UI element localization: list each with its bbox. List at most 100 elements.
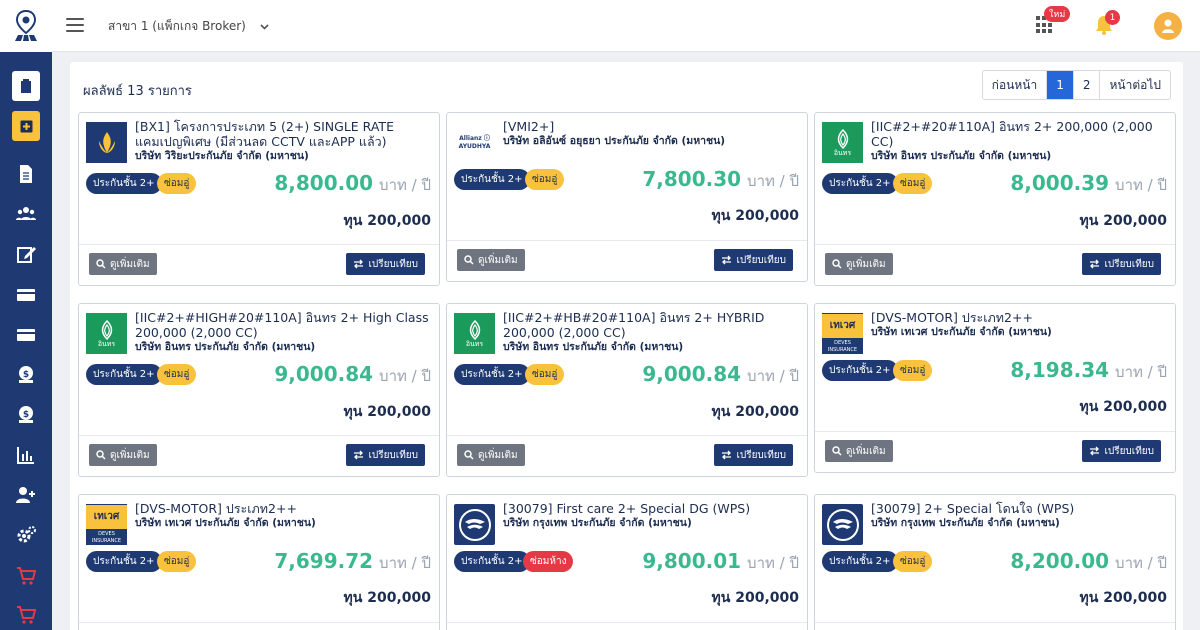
app-logo[interactable]	[0, 0, 52, 52]
indara-logo: อินทร	[454, 313, 495, 354]
compare-label: เปรียบเทียบ	[736, 254, 786, 266]
compare-button[interactable]: เปรียบเทียบ	[346, 253, 425, 275]
card-divider	[447, 622, 807, 623]
view-more-button[interactable]: ดูเพิ่มเติม	[457, 249, 525, 271]
product-title[interactable]: [BX1] โครงการประเภท 5 (2+) SINGLE RATE แ…	[135, 119, 394, 149]
insurer-name: บริษัท อลิอันซ์ อยุธยา ประกันภัย จำกัด (…	[503, 135, 726, 147]
sum-insured: ทุน 200,000	[1080, 587, 1167, 609]
search-icon	[464, 255, 474, 265]
money-bag-icon: $	[19, 406, 33, 423]
premium-price: 9,000.84 บาท / ปี	[274, 362, 431, 388]
notification-count: 1	[1105, 10, 1120, 25]
sum-insured-amount: 200,000	[367, 590, 431, 606]
sidebar-settings[interactable]	[0, 523, 52, 547]
premium-amount: 7,699.72	[274, 549, 374, 573]
coverage-type-badge: ประกันชั้น 2+	[454, 364, 530, 385]
sidebar-money-2[interactable]: $	[0, 403, 52, 427]
premium-unit: บาท / ปี	[379, 554, 431, 572]
sum-insured: ทุน 200,000	[344, 401, 431, 423]
premium-price: 7,800.30 บาท / ปี	[642, 167, 799, 193]
sidebar-reports[interactable]	[0, 443, 52, 467]
sum-insured-amount: 200,000	[367, 404, 431, 420]
compare-label: เปรียบเทียบ	[1104, 445, 1154, 457]
sidebar-card-2[interactable]	[0, 323, 52, 347]
sidebar-edit[interactable]	[0, 242, 52, 266]
insurer-name: บริษัท อินทร ประกันภัย จำกัด (มหาชน)	[871, 150, 1052, 162]
view-more-label: ดูเพิ่มเติม	[846, 445, 886, 457]
compare-button[interactable]: เปรียบเทียบ	[1082, 253, 1161, 275]
product-title-block: [IIC#2+#HIGH#20#110A] อินทร 2+ High Clas…	[135, 310, 433, 354]
chevron-down-icon	[260, 23, 269, 30]
view-more-button[interactable]: ดูเพิ่มเติม	[89, 444, 157, 466]
view-more-button[interactable]: ดูเพิ่มเติม	[825, 440, 893, 462]
results-panel: ผลลัพธ์ 13 รายการ ก่อนหน้า 1 2 หน้าต่อไป…	[70, 62, 1183, 630]
branch-selector[interactable]: สาขา 1 (แพ็กเกจ Broker)	[108, 17, 269, 36]
coverage-type-badge: ประกันชั้น 2+	[454, 551, 530, 572]
users-icon	[16, 207, 36, 220]
sum-insured-amount: 200,000	[735, 404, 799, 420]
sidebar-clipboard-button[interactable]	[12, 71, 40, 101]
sidebar-cart[interactable]	[0, 564, 52, 588]
user-icon	[1162, 19, 1174, 33]
product-title[interactable]: [IIC#2+#20#110A] อินทร 2+ 200,000 (2,000…	[871, 119, 1153, 149]
product-title[interactable]: [IIC#2+#HB#20#110A] อินทร 2+ HYBRID 200,…	[503, 310, 765, 340]
pagination-page-2[interactable]: 2	[1074, 71, 1101, 99]
sum-insured-amount: 200,000	[735, 590, 799, 606]
money-bag-icon: $	[19, 366, 33, 383]
pagination-prev[interactable]: ก่อนหน้า	[983, 71, 1048, 99]
product-title[interactable]: [30079] First care 2+ Special DG (WPS)	[503, 501, 751, 516]
sidebar-add-user[interactable]	[0, 483, 52, 507]
view-more-button[interactable]: ดูเพิ่มเติม	[825, 253, 893, 275]
sidebar-card[interactable]	[0, 283, 52, 307]
svg-text:$: $	[23, 410, 29, 420]
search-icon	[832, 446, 842, 456]
user-avatar[interactable]	[1154, 12, 1182, 40]
sidebar-users[interactable]	[0, 202, 52, 226]
view-more-button[interactable]: ดูเพิ่มเติม	[457, 444, 525, 466]
pagination-page-1[interactable]: 1	[1047, 71, 1074, 99]
product-title-block: [IIC#2+#20#110A] อินทร 2+ 200,000 (2,000…	[871, 119, 1169, 163]
compare-button[interactable]: เปรียบเทียบ	[346, 444, 425, 466]
compare-button[interactable]: เปรียบเทียบ	[1082, 440, 1161, 462]
search-icon	[96, 450, 106, 460]
coverage-type-badge: ประกันชั้น 2+	[86, 551, 162, 572]
menu-toggle-icon[interactable]	[66, 16, 84, 34]
sum-insured: ทุน 200,000	[712, 205, 799, 227]
add-user-icon	[16, 487, 35, 503]
product-card: อินทร [IIC#2+#HIGH#20#110A] อินทร 2+ Hig…	[78, 303, 440, 477]
view-more-button[interactable]: ดูเพิ่มเติม	[89, 253, 157, 275]
premium-amount: 8,198.34	[1010, 358, 1110, 382]
product-title[interactable]: [30079] 2+ Special โดนใจ (WPS)	[871, 501, 1075, 516]
topbar: สาขา 1 (แพ็กเกจ Broker) ใหม่ 1	[52, 0, 1200, 52]
sum-insured: ทุน 200,000	[1080, 210, 1167, 232]
insurer-name: บริษัท เทเวศ ประกันภัย จำกัด (มหาชน)	[871, 326, 1052, 338]
sum-insured: ทุน 200,000	[344, 587, 431, 609]
premium-amount: 8,000.39	[1010, 171, 1110, 195]
sidebar-money[interactable]: $	[0, 363, 52, 387]
sidebar-document[interactable]	[0, 162, 52, 186]
product-title[interactable]: [VMI2+]	[503, 119, 555, 134]
pagination-next[interactable]: หน้าต่อไป	[1109, 77, 1161, 92]
product-card: [30079] 2+ Special โดนใจ (WPS) บริษัท กร…	[814, 494, 1176, 630]
sidebar-cart-2[interactable]	[0, 603, 52, 627]
map-pin-logo-icon	[15, 10, 37, 41]
swap-arrows-icon	[354, 259, 364, 269]
compare-button[interactable]: เปรียบเทียบ	[714, 444, 793, 466]
product-title-block: [DVS-MOTOR] ประเภท2++ บริษัท เทเวศ ประกั…	[871, 310, 1169, 339]
sum-insured-amount: 200,000	[1103, 590, 1167, 606]
product-title[interactable]: [DVS-MOTOR] ประเภท2++	[135, 501, 297, 516]
compare-label: เปรียบเทียบ	[368, 258, 418, 270]
sidebar-add-button[interactable]	[12, 111, 40, 141]
insurer-name: บริษัท กรุงเทพ ประกันภัย จำกัด (มหาชน)	[503, 517, 692, 529]
viriyah-logo	[86, 122, 127, 163]
repair-type-badge: ซ่อมอู่	[893, 173, 933, 194]
branch-label: สาขา 1 (แพ็กเกจ Broker)	[108, 19, 246, 33]
product-title[interactable]: [IIC#2+#HIGH#20#110A] อินทร 2+ High Clas…	[135, 310, 429, 340]
compare-button[interactable]: เปรียบเทียบ	[714, 249, 793, 271]
product-card: อินทร [IIC#2+#HB#20#110A] อินทร 2+ HYBRI…	[446, 303, 808, 477]
repair-type-badge: ซ่อมอู่	[525, 169, 565, 190]
bki-logo	[822, 504, 863, 545]
results-count: ผลลัพธ์ 13 รายการ	[83, 84, 192, 99]
premium-amount: 9,000.84	[274, 362, 374, 386]
product-title[interactable]: [DVS-MOTOR] ประเภท2++	[871, 310, 1033, 325]
